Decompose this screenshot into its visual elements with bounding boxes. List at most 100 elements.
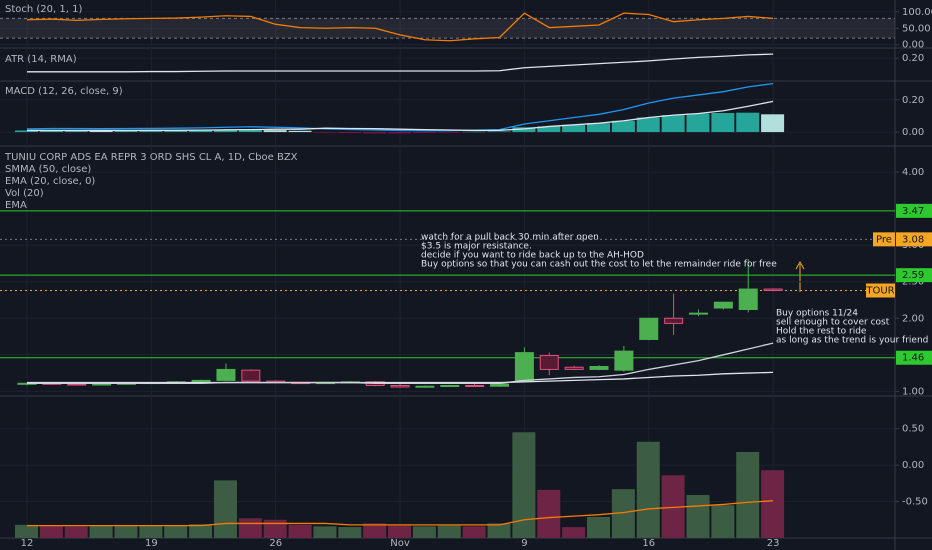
macd-histogram-bar: [238, 129, 262, 133]
macd-histogram-bar: [388, 132, 412, 134]
indicator-line: [26, 82, 774, 132]
candle-body: [191, 379, 211, 383]
volume-bar: [313, 526, 337, 538]
volume-bar: [189, 524, 213, 538]
annotation-text: Hold the rest to ride: [776, 327, 867, 337]
candle-body: [589, 366, 609, 370]
price-tag: [896, 268, 932, 283]
y-tick-label: 1.00: [902, 386, 924, 397]
macd-histogram-bar: [661, 115, 685, 133]
macd-histogram-bar: [412, 132, 436, 134]
macd-histogram-bar: [213, 129, 237, 133]
macd-histogram-bar: [89, 130, 113, 133]
macd-histogram-bar: [462, 131, 486, 133]
tag-box: [866, 283, 895, 298]
candle-body: [67, 383, 87, 386]
annotation-text: Buy options 11/24: [776, 309, 858, 319]
macd-histogram-bar: [562, 124, 586, 133]
volume-bar: [462, 526, 486, 538]
volume-bar: [164, 524, 188, 538]
candle-body: [539, 355, 559, 370]
annotation-text: decide if you want to ride back up to th…: [421, 251, 644, 261]
x-tick-label: 16: [642, 538, 655, 549]
y-tick-label: 0.50: [902, 424, 924, 435]
macd-histogram-bar: [313, 132, 337, 133]
annotation-text: sell enough to cover cost: [776, 318, 890, 328]
price-tag-label: 1.46: [902, 353, 924, 364]
x-tick-label: 9: [521, 538, 527, 549]
volume-bar: [736, 451, 760, 538]
candle-body: [390, 385, 410, 388]
tag-box: [873, 232, 895, 247]
y-tick-label: 0.20: [902, 95, 924, 106]
candle-body: [614, 350, 634, 371]
macd-histogram-bar: [288, 130, 312, 133]
annotation-text: as long as the trend is your friend: [776, 336, 928, 346]
candle-body: [490, 383, 510, 387]
macd-histogram-bar: [761, 114, 785, 133]
y-tick-label: 0.20: [902, 53, 924, 64]
volume-bar: [512, 432, 536, 538]
candle-body: [440, 385, 460, 387]
stoch-band: [0, 18, 895, 39]
candle-body: [738, 288, 758, 310]
volume-bar: [562, 527, 586, 538]
volume-bar: [139, 525, 163, 538]
volume-bar: [15, 524, 38, 538]
macd-histogram-bar: [363, 132, 387, 134]
volume-bar: [338, 527, 362, 538]
macd-histogram-bar: [139, 130, 163, 133]
macd-histogram-bar: [537, 126, 561, 133]
volume-bar: [263, 519, 287, 538]
y-tick-label: 0.00: [902, 127, 924, 138]
candle-body: [415, 385, 435, 388]
volume-bar: [587, 516, 611, 538]
indicator-line: [27, 342, 774, 384]
x-tick-label: 23: [767, 538, 780, 549]
volume-bar: [537, 489, 561, 538]
pane-title: Stoch (20, 1, 1): [5, 4, 82, 15]
annotation-text: watch for a pull back 30 min after open: [421, 233, 599, 243]
indicator-label: EMA (20, close, 0): [5, 176, 95, 187]
macd-histogram-bar: [686, 113, 710, 133]
candle-body: [241, 369, 261, 382]
macd-histogram-bar: [587, 123, 611, 133]
arrow: [795, 260, 805, 292]
volume-bar: [437, 525, 461, 538]
indicator-label: EMA: [5, 200, 27, 211]
macd-histogram-bar: [711, 113, 735, 133]
macd-histogram-bar: [437, 132, 461, 133]
volume-bar: [487, 523, 511, 538]
x-tick-label: 12: [21, 538, 34, 549]
candle-body: [92, 383, 112, 386]
macd-histogram-bar: [338, 132, 362, 134]
y-tick-label: 100.00: [902, 7, 932, 18]
macd-histogram-bar: [512, 127, 536, 133]
volume-bar: [39, 525, 63, 538]
indicator-line: [27, 371, 774, 384]
indicator-line: [27, 53, 774, 73]
candle-body: [216, 368, 236, 381]
pane-title: ATR (14, RMA): [5, 54, 77, 65]
y-tick-label: 2.00: [902, 313, 924, 324]
macd-histogram-bar: [263, 130, 287, 133]
indicator-label: SMMA (50, close): [5, 164, 91, 175]
volume-bar: [661, 475, 685, 538]
price-tag: [896, 203, 932, 218]
y-tick-label: 2.50: [902, 277, 924, 288]
volume-bar: [238, 518, 262, 538]
indicator-line: [26, 12, 774, 42]
y-tick-label: -0.50: [902, 497, 928, 508]
macd-histogram-bar: [611, 120, 635, 133]
candle-body: [664, 317, 684, 324]
price-tag: [896, 232, 932, 247]
volume-bar: [213, 480, 237, 538]
macd-histogram-bar: [189, 129, 213, 133]
macd-histogram-bar: [164, 129, 188, 133]
volume-bar: [636, 441, 660, 538]
price-tag-label: 3.47: [902, 206, 924, 217]
candle-body: [763, 288, 783, 291]
volume-bar: [412, 526, 436, 538]
volume-bar: [686, 494, 710, 538]
